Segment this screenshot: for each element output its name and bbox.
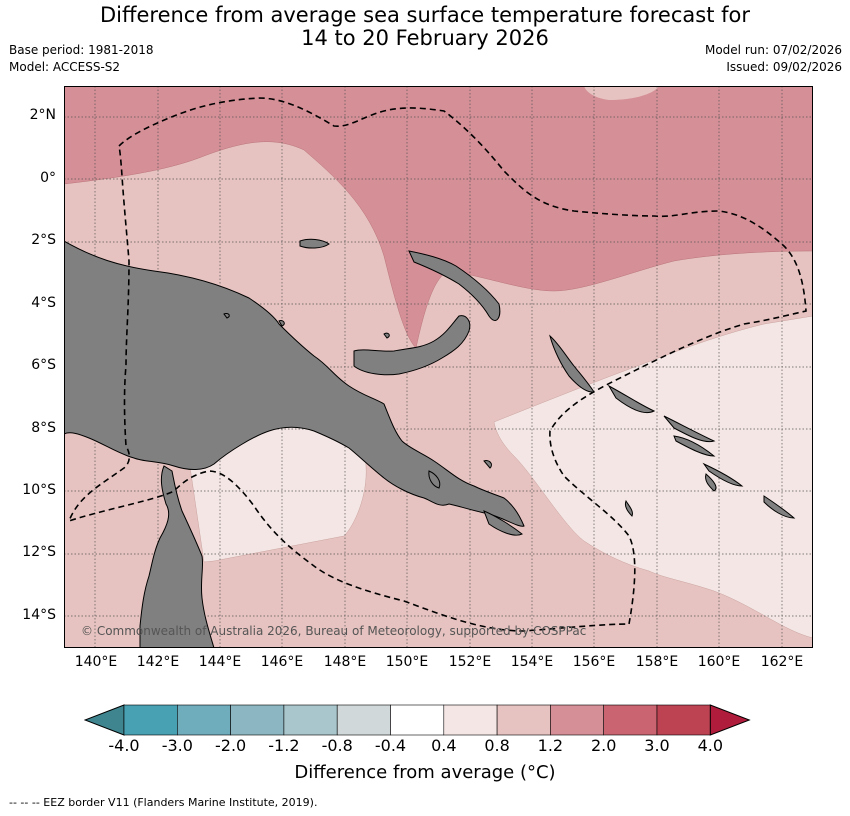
lon-label-160: 160°E: [697, 654, 741, 670]
colorbar-tick-label: 0.4: [431, 736, 457, 755]
colorbar-segment: [283, 704, 338, 736]
lon-label-140: 140°E: [74, 654, 118, 670]
anomaly-field-0.4-0.8-east: [493, 315, 813, 639]
colorbar-label: Difference from average (°C): [294, 762, 556, 783]
land-solomon-3: [673, 435, 716, 457]
land-solomon-4: [702, 462, 744, 487]
lat-label-12s: 12°S: [22, 544, 56, 560]
colorbar-tick-label: -0.8: [321, 736, 353, 755]
colorbar-tick-label: 0.8: [484, 736, 510, 755]
land-cape-york: [139, 465, 215, 648]
colorbar-tick-label: -0.4: [374, 736, 407, 755]
colorbar-tick-label: 3.0: [644, 736, 670, 755]
colorbar-tick-label: 2.0: [590, 736, 617, 755]
colorbar-tick-label: 4.0: [697, 736, 724, 755]
map-frame: [64, 86, 813, 648]
colorbar-segment: [390, 704, 445, 736]
lat-label-10s: 10°S: [22, 482, 56, 498]
colorbar-segment: [550, 704, 604, 736]
lon-label-144: 144°E: [198, 654, 242, 670]
model-run: Model run: 07/02/2026: [704, 43, 842, 57]
meta-right: Model run: 07/02/2026 Issued: 09/02/2026: [705, 42, 842, 76]
lat-label-14s: 14°S: [22, 607, 56, 623]
colorbar-segment: [177, 704, 231, 736]
colorbar-segment: [230, 704, 285, 736]
land-new-britain: [353, 315, 471, 376]
model-name: Model: ACCESS-S2: [9, 60, 121, 74]
land-solomon-5: [763, 495, 796, 519]
land-solomon-7: [624, 499, 633, 517]
base-period: Base period: 1981-2018: [9, 43, 154, 57]
land-solomon-1: [607, 384, 656, 413]
eez-border-png: [67, 97, 807, 632]
lat-label-0: 0°: [40, 170, 56, 186]
lon-label-158: 158°E: [635, 654, 679, 670]
meta-left: Base period: 1981-2018 Model: ACCESS-S2: [9, 42, 154, 76]
land-small-4: [383, 332, 390, 339]
sst-anomaly-map: [64, 86, 813, 648]
colorbar-tick-label: -3.0: [161, 736, 193, 755]
lon-label-156: 156°E: [572, 654, 616, 670]
land-new-ireland: [408, 250, 501, 321]
land-small-3: [278, 320, 285, 327]
landmasses: [64, 238, 796, 648]
issued-date: Issued: 09/02/2026: [726, 60, 842, 74]
eez-footnote: -- -- -- EEZ border V11 (Flanders Marine…: [9, 796, 318, 809]
lat-label-4s: 4°S: [31, 295, 56, 311]
lat-label-2n: 2°N: [29, 107, 56, 123]
lon-label-142: 142°E: [136, 654, 180, 670]
colorbar-tick-label: -2.0: [214, 736, 247, 755]
land-solomon-6: [705, 473, 717, 492]
lon-label-162: 162°E: [760, 654, 804, 670]
lon-label-152: 152°E: [448, 654, 492, 670]
lon-label-146: 146°E: [260, 654, 304, 670]
lon-label-150: 150°E: [385, 654, 429, 670]
lat-label-8s: 8°S: [31, 420, 56, 436]
land-manus: [299, 238, 330, 249]
colorbar-segment: [123, 704, 178, 736]
colorbar-tick-label: -1.2: [268, 736, 300, 755]
land-solomon-2: [663, 415, 716, 443]
map-title-line1: Difference from average sea surface temp…: [100, 3, 750, 27]
map-title-line2: 14 to 20 February 2026: [301, 26, 549, 50]
lat-label-6s: 6°S: [31, 357, 56, 373]
colorbar-extend-high: [709, 704, 751, 736]
land-small-2: [223, 313, 230, 319]
lon-label-154: 154°E: [510, 654, 554, 670]
colorbar-segment: [336, 704, 391, 736]
colorbar: [84, 704, 751, 736]
land-dentrecasteaux: [428, 470, 441, 489]
colorbar-segment: [443, 704, 498, 736]
copyright-notice: © Commonwealth of Australia 2026, Bureau…: [81, 624, 587, 638]
land-new-guinea: [64, 240, 525, 527]
colorbar-segment: [603, 704, 658, 736]
land-small-1: [483, 460, 492, 469]
colorbar-extend-low: [84, 704, 125, 736]
land-louisiade: [483, 510, 523, 536]
colorbar-segment: [656, 704, 711, 736]
eez-border: [67, 97, 807, 632]
anomaly-field-1.2-2.0-inset: [584, 86, 659, 100]
lon-label-148: 148°E: [323, 654, 367, 670]
lat-label-2s: 2°S: [31, 232, 56, 248]
colorbar-tick-label: 1.2: [537, 736, 564, 755]
colorbar-segment: [496, 704, 551, 736]
colorbar-tick-label: -4.0: [108, 736, 140, 755]
